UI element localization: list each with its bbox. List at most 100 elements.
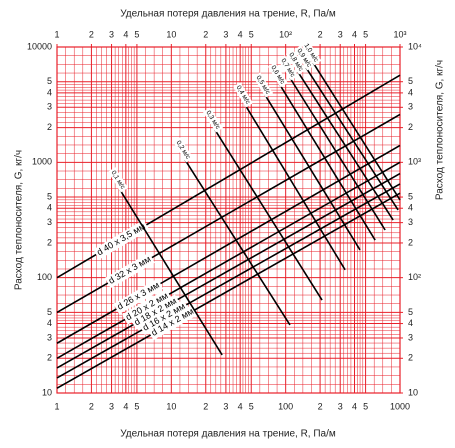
x2-tick-label: 5: [134, 29, 139, 39]
x-tick-label: 2: [89, 401, 94, 411]
x-tick-label: 3: [109, 401, 114, 411]
series-line: [56, 183, 401, 379]
series-line: [312, 62, 401, 201]
y-tick-label: 2: [47, 237, 52, 247]
y-tick-label: 5: [47, 307, 52, 317]
y2-tick-label: 10²: [408, 272, 421, 282]
y2-tick-label: 2: [408, 237, 413, 247]
y2-tick-label: 4: [408, 87, 413, 97]
bottom-axis-title: Удельная потеря давления на трение, R, П…: [120, 429, 336, 440]
series-line: [56, 172, 401, 369]
y-tick-label: 5: [47, 191, 52, 201]
y2-tick-label: 10⁴: [408, 41, 422, 51]
x2-tick-label: 3: [223, 29, 228, 39]
x2-tick-label: 1: [54, 29, 59, 39]
series-line: [279, 84, 376, 241]
series-label-bg: [139, 299, 190, 335]
plot-background: [57, 47, 400, 393]
y-tick-label: 3: [47, 102, 52, 112]
x2-tick-label: 4: [352, 29, 357, 39]
y2-tick-label: 5: [408, 76, 413, 86]
series-label-bg: [301, 40, 322, 66]
x-tick-label: 100: [278, 401, 293, 411]
series-label-bg: [147, 304, 198, 341]
y2-tick-label: 3: [408, 217, 413, 227]
series-line: [244, 104, 346, 271]
x2-tick-label: 3: [109, 29, 114, 39]
x-tick-label: 1000: [390, 401, 410, 411]
y-tick-label: 3: [47, 332, 52, 342]
plot-frame: [56, 46, 401, 394]
x-tick-label: 4: [352, 401, 357, 411]
y-tick-label: 3: [47, 217, 52, 227]
series-label-bg: [267, 62, 288, 88]
left-axis-title: Расход теплоносителя, G, кг/ч: [14, 150, 25, 290]
y-tick-label: 1000: [32, 157, 52, 167]
x2-tick-label: 5: [363, 29, 368, 39]
x-tick-label: 2: [318, 401, 323, 411]
y2-tick-label: 3: [408, 102, 413, 112]
series-label-bg: [122, 289, 173, 325]
top-axis-title: Удельная потеря давления на трение, R, П…: [120, 9, 336, 20]
series-label-bg: [253, 72, 274, 98]
y-tick-label: 4: [47, 203, 52, 213]
x-tick-label: 5: [363, 401, 368, 411]
series-label-bg: [93, 219, 150, 260]
y2-tick-label: 5: [408, 307, 413, 317]
series-line: [305, 67, 399, 211]
x2-tick-label: 4: [123, 29, 128, 39]
x-tick-label: 2: [203, 401, 208, 411]
series-line: [297, 71, 394, 221]
series-line: [56, 144, 401, 344]
series-label-bg: [293, 45, 315, 71]
series-line: [184, 159, 291, 326]
y2-tick-label: 2: [408, 122, 413, 132]
x2-tick-label: 2: [89, 29, 94, 39]
series-label-bg: [173, 137, 194, 163]
x-tick-label: 4: [238, 401, 243, 411]
y-tick-label: 2: [47, 353, 52, 363]
y-tick-label: 10000: [27, 41, 52, 51]
series-line: [289, 77, 386, 231]
series-label-bg: [285, 49, 307, 75]
series-label-bg: [130, 294, 181, 330]
series-line: [56, 192, 401, 389]
x-tick-label: 10: [166, 401, 176, 411]
x2-tick-label: 3: [338, 29, 343, 39]
series-label-bg: [113, 278, 164, 315]
y2-tick-label: 4: [408, 318, 413, 328]
x2-tick-label: 5: [249, 29, 254, 39]
series-line: [264, 94, 361, 251]
y-tick-label: 4: [47, 87, 52, 97]
series-label-bg: [277, 55, 298, 81]
y2-tick-label: 4: [408, 203, 413, 213]
series-label-bg: [202, 107, 224, 133]
x-tick-label: 5: [249, 401, 254, 411]
series-label-bg: [233, 82, 254, 108]
series-line: [56, 161, 401, 359]
x-tick-label: 3: [338, 401, 343, 411]
y-tick-label: 4: [47, 318, 52, 328]
y-tick-label: 5: [47, 76, 52, 86]
y2-tick-label: 10: [408, 387, 418, 397]
x2-tick-label: 2: [318, 29, 323, 39]
right-axis-title: Расход теплоносителя, G, кг/ч: [435, 60, 446, 200]
x-tick-label: 5: [134, 401, 139, 411]
y2-tick-label: 5: [408, 191, 413, 201]
x2-tick-label: 10³: [393, 29, 406, 39]
y-tick-label: 100: [37, 272, 52, 282]
x-tick-label: 3: [223, 401, 228, 411]
series-label-bg: [108, 167, 129, 193]
y2-tick-label: 10³: [408, 157, 421, 167]
series-label-bg: [104, 252, 155, 289]
x2-tick-label: 4: [238, 29, 243, 39]
y-tick-label: 10: [42, 387, 52, 397]
series-line: [214, 129, 323, 301]
y2-tick-label: 2: [408, 353, 413, 363]
series-line: [119, 189, 223, 356]
x-tick-label: 4: [123, 401, 128, 411]
x2-tick-label: 10: [166, 29, 176, 39]
x-tick-label: 1: [54, 401, 59, 411]
